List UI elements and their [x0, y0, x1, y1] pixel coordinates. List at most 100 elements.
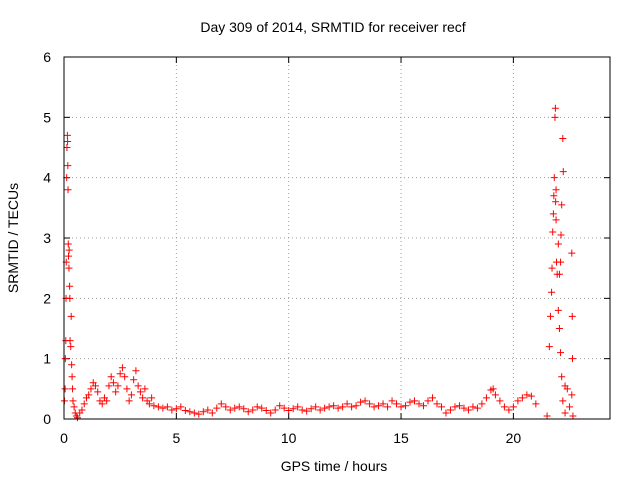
- data-point: [65, 246, 73, 254]
- grid: [64, 57, 610, 419]
- data-point: [388, 397, 396, 405]
- data-point: [339, 403, 347, 411]
- data-point: [258, 404, 266, 412]
- x-axis-label: GPS time / hours: [281, 458, 388, 474]
- data-point: [65, 264, 73, 272]
- x-tick-label: 10: [281, 430, 297, 446]
- data-point: [442, 409, 450, 417]
- data-point: [231, 404, 239, 412]
- data-point: [66, 282, 74, 290]
- data-point: [136, 388, 144, 396]
- data-point: [357, 398, 365, 406]
- data-point: [67, 343, 75, 351]
- data-point: [168, 406, 176, 414]
- y-tick-label: 4: [43, 170, 51, 186]
- data-point: [226, 406, 234, 414]
- data-point: [500, 403, 508, 411]
- chart-title: Day 309 of 2014, SRMTID for receiver rec…: [200, 19, 465, 35]
- data-point: [397, 403, 405, 411]
- data-point: [325, 403, 333, 411]
- data-point: [64, 240, 72, 248]
- data-point: [109, 379, 117, 387]
- data-point: [267, 409, 275, 417]
- data-point: [240, 405, 248, 413]
- data-point: [298, 406, 306, 414]
- data-point: [262, 407, 270, 415]
- data-point: [334, 404, 342, 412]
- data-point: [316, 406, 324, 414]
- data-point: [130, 376, 138, 384]
- data-point: [518, 394, 526, 402]
- data-point: [141, 385, 149, 393]
- data-point: [402, 402, 410, 410]
- data-point: [559, 134, 567, 142]
- data-point: [271, 406, 279, 414]
- data-point: [87, 385, 95, 393]
- data-point: [186, 408, 194, 416]
- data-point: [159, 404, 167, 412]
- data-point: [568, 391, 576, 399]
- data-point: [121, 373, 129, 381]
- data-point: [527, 392, 535, 400]
- data-point: [61, 385, 69, 393]
- data-point: [406, 398, 414, 406]
- data-point: [384, 403, 392, 411]
- data-point: [420, 402, 428, 410]
- data-point: [557, 349, 565, 357]
- data-point: [125, 397, 133, 405]
- data-point: [489, 385, 497, 393]
- data-point: [134, 382, 142, 390]
- data-point: [509, 403, 517, 411]
- data-point: [460, 404, 468, 412]
- data-point: [550, 174, 558, 182]
- axis-ticks: 0 1 2 3 4 5 6 0 5 10 15 20: [43, 49, 610, 446]
- data-point: [552, 198, 560, 206]
- data-point: [554, 240, 562, 248]
- data-point: [208, 409, 216, 417]
- data-point: [566, 403, 574, 411]
- data-point: [204, 406, 212, 414]
- data-point: [561, 382, 569, 390]
- data-point: [568, 249, 576, 257]
- data-point: [561, 409, 569, 417]
- data-point: [61, 355, 69, 363]
- data-point: [415, 400, 423, 408]
- data-point: [505, 406, 513, 414]
- y-tick-label: 6: [43, 49, 51, 65]
- data-point: [112, 388, 120, 396]
- data-point: [551, 104, 559, 112]
- data-point: [554, 306, 562, 314]
- data-point: [549, 210, 557, 218]
- data-point: [63, 131, 71, 139]
- data-point: [190, 409, 198, 417]
- data-point: [559, 168, 567, 176]
- data-point: [496, 397, 504, 405]
- data-point: [64, 137, 72, 145]
- data-point: [370, 403, 378, 411]
- data-point: [451, 403, 459, 411]
- y-tick-label: 2: [43, 290, 51, 306]
- data-point: [411, 397, 419, 405]
- data-point: [67, 312, 75, 320]
- data-point: [66, 294, 74, 302]
- data-point: [85, 391, 93, 399]
- data-point: [64, 186, 72, 194]
- data-point: [64, 162, 72, 170]
- data-point: [105, 382, 113, 390]
- data-point: [303, 407, 311, 415]
- data-point: [437, 403, 445, 411]
- data-point: [549, 228, 557, 236]
- data-point: [482, 394, 490, 402]
- data-point: [464, 406, 472, 414]
- data-point: [469, 403, 477, 411]
- data-point: [213, 404, 221, 412]
- data-point: [550, 192, 558, 200]
- data-point: [68, 361, 76, 369]
- data-point: [558, 201, 566, 209]
- data-point: [568, 312, 576, 320]
- data-point: [361, 397, 369, 405]
- data-point: [548, 288, 556, 296]
- data-point: [98, 400, 106, 408]
